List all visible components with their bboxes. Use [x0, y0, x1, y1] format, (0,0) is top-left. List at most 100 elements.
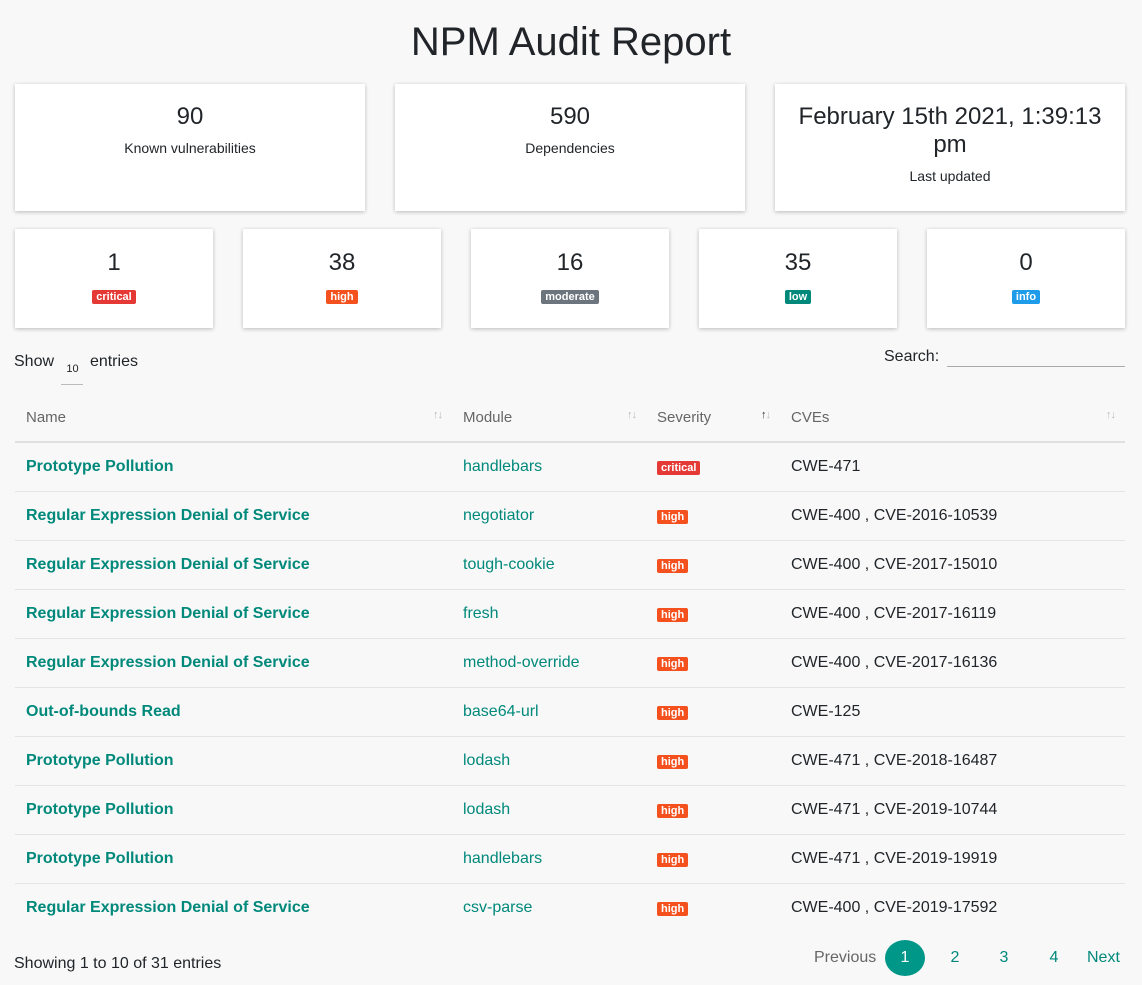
column-header-severity[interactable]: Severity ↑↓ — [646, 393, 780, 443]
severity-badge: high — [657, 509, 689, 524]
vulnerability-name-link[interactable]: Regular Expression Denial of Service — [26, 653, 310, 671]
high-count-card: 38 high — [243, 229, 441, 328]
pagination: Previous 1 2 3 4 Next — [0, 940, 1142, 976]
cve-list: CWE-471 , CVE-2019-19919 — [791, 849, 998, 867]
vulnerability-name-link[interactable]: Regular Expression Denial of Service — [26, 604, 310, 622]
table-row: Regular Expression Denial of Service meth… — [15, 638, 1125, 688]
low-count-card: 35 low — [699, 229, 897, 328]
cve-list: CWE-400 , CVE-2017-16136 — [791, 653, 998, 671]
cve-list: CWE-400 , CVE-2016-10539 — [791, 506, 998, 524]
vulnerabilities-card: 90 Known vulnerabilities — [15, 84, 365, 211]
severity-badge: high — [657, 656, 689, 671]
table-row: Regular Expression Denial of Service nego… — [15, 491, 1125, 541]
page-title: NPM Audit Report — [410, 20, 732, 64]
moderate-count-card: 16 moderate — [471, 229, 669, 328]
table-row: Prototype Pollution handlebars critical CWE… — [15, 442, 1125, 492]
severity-badge: high — [657, 607, 689, 622]
module-link[interactable]: method-override — [463, 653, 580, 671]
page-1-button[interactable]: 1 — [885, 940, 925, 976]
search-input[interactable] — [947, 348, 1125, 367]
next-button[interactable]: Next — [1087, 949, 1120, 966]
search-label: Search: — [884, 348, 940, 365]
cve-list: CWE-400 , CVE-2017-15010 — [791, 555, 998, 573]
vulnerability-name-link[interactable]: Prototype Pollution — [26, 751, 174, 769]
sort-icon: ↑↓ — [1106, 409, 1116, 421]
page-3-button[interactable]: 3 — [999, 949, 1009, 966]
moderate-count: 16 — [556, 249, 584, 276]
module-link[interactable]: base64-url — [463, 702, 539, 720]
vulnerability-name-link[interactable]: Regular Expression Denial of Service — [26, 555, 310, 573]
vulnerabilities-count: 90 — [176, 103, 204, 130]
severity-badge: high — [657, 901, 689, 916]
column-header-name-label: Name — [26, 408, 67, 426]
severity-badge: high — [657, 852, 689, 867]
column-header-module[interactable]: Module ↑↓ — [452, 393, 646, 443]
low-count: 35 — [784, 249, 812, 276]
table-info: Showing 1 to 10 of 31 entries — [14, 955, 222, 972]
vulnerability-name-link[interactable]: Regular Expression Denial of Service — [26, 506, 310, 524]
info-count-card: 0 info — [927, 229, 1125, 328]
vulnerability-name-link[interactable]: Regular Expression Denial of Service — [26, 898, 310, 916]
column-header-name[interactable]: Name ↑↓ — [15, 393, 452, 443]
column-header-cves[interactable]: CVEs ↑↓ — [780, 393, 1125, 443]
last-updated-card: February 15th 2021, 1:39:13 pm Last upda… — [775, 84, 1125, 211]
previous-button[interactable]: Previous — [814, 949, 877, 966]
severity-badge: high — [657, 705, 689, 720]
cve-list: CWE-471 , CVE-2018-16487 — [791, 751, 998, 769]
cve-list: CWE-125 — [791, 702, 861, 720]
cve-list: CWE-400 , CVE-2019-17592 — [791, 898, 998, 916]
module-link[interactable]: fresh — [463, 604, 499, 622]
module-link[interactable]: lodash — [463, 751, 511, 769]
entries-select[interactable]: 10 — [61, 356, 84, 385]
info-badge: info — [1011, 290, 1041, 304]
last-updated-label: Last updated — [909, 168, 991, 184]
severity-badge: high — [657, 803, 689, 818]
last-updated-date: February 15th 2021, 1:39:13 pm — [798, 103, 1102, 158]
search-control: Search: — [884, 348, 1125, 367]
sort-icon: ↑↓ — [433, 409, 443, 421]
table-row: Regular Expression Denial of Service csv-… — [15, 883, 1125, 932]
info-count: 0 — [1019, 249, 1033, 276]
table-row: Prototype Pollution lodash high CWE-471 , C… — [15, 785, 1125, 835]
high-badge: high — [326, 290, 358, 304]
critical-count: 1 — [107, 249, 121, 276]
severity-badge: high — [657, 754, 689, 769]
sort-asc-icon: ↑↓ — [761, 409, 771, 421]
moderate-badge: moderate — [541, 290, 599, 304]
critical-badge: critical — [92, 290, 136, 304]
module-link[interactable]: handlebars — [463, 457, 543, 475]
module-link[interactable]: csv-parse — [463, 898, 533, 916]
table-row: Prototype Pollution lodash high CWE-471 , C… — [15, 736, 1125, 786]
length-control: Show 10 entries — [14, 353, 138, 385]
module-link[interactable]: lodash — [463, 800, 511, 818]
cve-list: CWE-471 , CVE-2019-10744 — [791, 800, 998, 818]
table-row: Prototype Pollution handlebars high CWE-471… — [15, 834, 1125, 884]
column-header-module-label: Module — [463, 408, 513, 426]
vulnerabilities-label: Known vulnerabilities — [124, 140, 256, 156]
low-badge: low — [784, 290, 812, 304]
page-4-button[interactable]: 4 — [1049, 949, 1059, 966]
table-row: Regular Expression Denial of Service fres… — [15, 589, 1125, 639]
dependencies-label: Dependencies — [525, 140, 615, 156]
severity-badge: critical — [657, 460, 701, 475]
column-header-cves-label: CVEs — [791, 408, 830, 426]
sort-icon: ↑↓ — [627, 409, 637, 421]
module-link[interactable]: negotiator — [463, 506, 535, 524]
table-header-row: Name ↑↓ Module ↑↓ Severity ↑↓ CVEs ↑↓ — [15, 393, 1125, 443]
show-label: Show — [14, 353, 55, 370]
vulnerabilities-table: Name ↑↓ Module ↑↓ Severity ↑↓ CVEs ↑↓ Pr… — [15, 393, 1125, 932]
vulnerability-name-link[interactable]: Prototype Pollution — [26, 457, 174, 475]
module-link[interactable]: handlebars — [463, 849, 543, 867]
vulnerability-name-link[interactable]: Out-of-bounds Read — [26, 702, 181, 720]
dependencies-count: 590 — [549, 103, 591, 130]
entries-label: entries — [89, 353, 138, 370]
cve-list: CWE-400 , CVE-2017-16119 — [791, 604, 997, 622]
dependencies-card: 590 Dependencies — [395, 84, 745, 211]
vulnerability-name-link[interactable]: Prototype Pollution — [26, 800, 174, 818]
page-2-button[interactable]: 2 — [950, 949, 960, 966]
severity-badge: high — [657, 558, 689, 573]
module-link[interactable]: tough-cookie — [463, 555, 555, 573]
table-row: Out-of-bounds Read base64-url high CWE-125 — [15, 687, 1125, 737]
vulnerability-name-link[interactable]: Prototype Pollution — [26, 849, 174, 867]
table-row: Regular Expression Denial of Service toug… — [15, 540, 1125, 590]
